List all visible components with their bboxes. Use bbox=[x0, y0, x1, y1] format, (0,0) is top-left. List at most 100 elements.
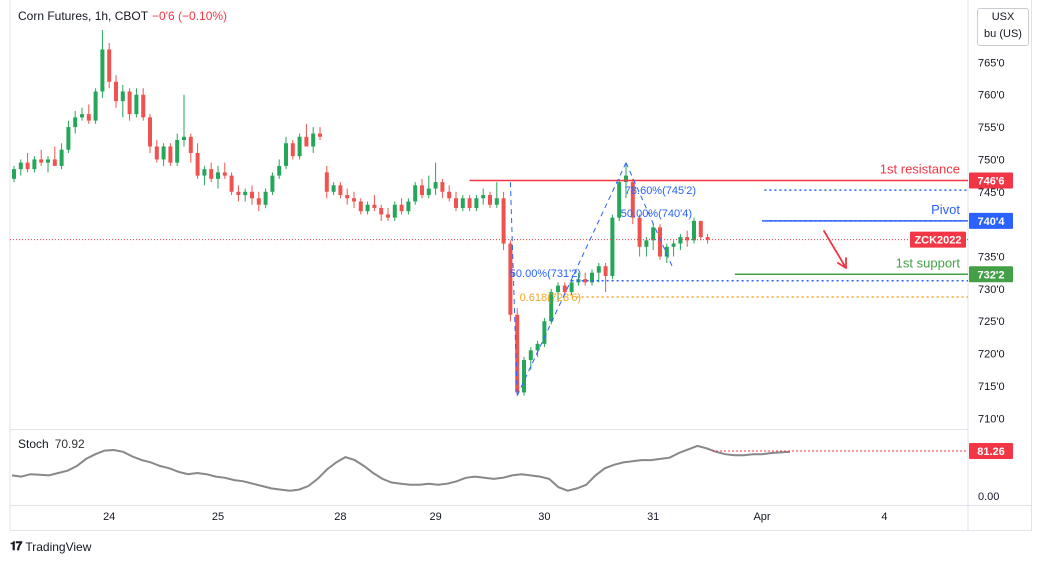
stoch-name: Stoch bbox=[18, 437, 49, 451]
symbol-title: Corn Futures, 1h, CBOT bbox=[18, 9, 149, 23]
candle-body bbox=[318, 133, 322, 137]
tradingview-brand[interactable]: 𝟏𝟕 TradingView bbox=[10, 539, 91, 554]
candle-body bbox=[141, 94, 146, 118]
price-tick-label: 745'0 bbox=[978, 187, 1005, 199]
pivot-label: Pivot bbox=[931, 202, 960, 217]
support-label: 1st support bbox=[896, 255, 961, 270]
support-price-badge-bg bbox=[969, 266, 1013, 283]
candle-body bbox=[188, 136, 193, 153]
brand-name: TradingView bbox=[25, 539, 92, 554]
support-price-badge: 732'2 bbox=[977, 269, 1004, 281]
symbol-price-badge: ZCK2022 bbox=[914, 235, 961, 247]
stoch-axis-label: 0.00 bbox=[978, 491, 999, 503]
candle-body bbox=[46, 159, 50, 163]
fib-label: 50.00%(731'2) bbox=[510, 268, 581, 280]
price-tick-label: 730'0 bbox=[978, 284, 1005, 296]
candle-body bbox=[508, 243, 513, 315]
candle-body bbox=[120, 91, 125, 102]
price-tick-label: 765'0 bbox=[978, 57, 1005, 69]
candle-body bbox=[467, 198, 472, 208]
candle-body bbox=[277, 165, 282, 176]
tradingview-logo-icon: 𝟏𝟕 bbox=[10, 539, 22, 553]
candle-body bbox=[195, 152, 200, 176]
candle-body bbox=[216, 172, 220, 179]
candle-body bbox=[243, 191, 248, 196]
candle-body bbox=[447, 191, 452, 199]
candle-body bbox=[100, 49, 105, 92]
candle-body bbox=[12, 169, 16, 179]
candle-body bbox=[345, 195, 350, 199]
candle-body bbox=[209, 169, 214, 179]
time-tick-label: Apr bbox=[753, 511, 770, 523]
price-tick-label: 720'0 bbox=[978, 349, 1005, 361]
fib-label: 0.618(728'6) bbox=[520, 292, 581, 304]
candle-body bbox=[134, 94, 139, 115]
pivot-price-badge: 740'4 bbox=[977, 216, 1005, 228]
candle-body bbox=[352, 198, 356, 202]
stoch-value: 70.92 bbox=[54, 437, 85, 451]
candle-body bbox=[379, 207, 384, 215]
candle-body bbox=[263, 191, 268, 205]
candle-body bbox=[304, 136, 309, 147]
unit-label: bu (US) bbox=[984, 28, 1022, 40]
time-tick-label: 29 bbox=[429, 511, 441, 523]
candle-body bbox=[535, 343, 540, 351]
candle-body bbox=[481, 195, 486, 199]
candle-body bbox=[66, 127, 71, 150]
resistance-price-badge-bg bbox=[969, 172, 1013, 189]
candle-body bbox=[365, 204, 370, 212]
stoch-legend[interactable]: Stoch 70.92 bbox=[18, 437, 85, 451]
candle-body bbox=[372, 204, 377, 208]
fib-label: 78.60%(745'2) bbox=[625, 185, 696, 197]
candle-body bbox=[331, 185, 336, 192]
candle-body bbox=[392, 204, 397, 218]
candle-body bbox=[32, 159, 37, 170]
candle-body bbox=[154, 146, 159, 160]
candle-body bbox=[692, 220, 696, 241]
candle-body bbox=[658, 227, 662, 257]
candle-body bbox=[80, 114, 84, 118]
time-tick-label: 4 bbox=[881, 511, 887, 523]
candle-body bbox=[501, 198, 506, 244]
currency-label: USX bbox=[991, 11, 1015, 23]
candle-body bbox=[175, 140, 180, 163]
price-tick-label: 710'0 bbox=[978, 413, 1005, 425]
candle-body bbox=[127, 91, 132, 115]
candle-body bbox=[202, 169, 207, 176]
candle-body bbox=[236, 191, 241, 196]
currency-unit-button[interactable]: USX bu (US) bbox=[977, 8, 1029, 46]
candle-body bbox=[705, 237, 710, 240]
candle-body bbox=[25, 162, 30, 170]
symbol-header: Corn Futures, 1h, CBOT −0'6 (−0.10%) bbox=[18, 9, 227, 23]
candle-body bbox=[603, 266, 608, 276]
fib-label: 50.00%(740'4) bbox=[621, 208, 692, 220]
candle-body bbox=[426, 188, 431, 196]
candle-body bbox=[107, 49, 112, 82]
stoch-level-badge: 81.26 bbox=[977, 446, 1005, 458]
candle-body bbox=[413, 185, 418, 202]
candle-body bbox=[338, 185, 343, 196]
price-tick-label: 760'0 bbox=[978, 90, 1005, 102]
candle-body bbox=[114, 81, 118, 102]
price-tick-label: 735'0 bbox=[978, 252, 1005, 264]
candle-body bbox=[168, 146, 173, 163]
downside-arrow-icon bbox=[823, 230, 847, 269]
candle-body bbox=[644, 240, 649, 247]
resistance-price-badge: 746'6 bbox=[977, 175, 1004, 187]
candle-body bbox=[420, 185, 424, 196]
time-tick-label: 28 bbox=[334, 511, 346, 523]
candle-body bbox=[610, 217, 615, 276]
candle-body bbox=[494, 198, 499, 205]
candle-body bbox=[454, 198, 458, 208]
candle-body bbox=[637, 217, 642, 247]
candle-body bbox=[297, 136, 302, 157]
candle-body bbox=[86, 114, 91, 121]
candle-body bbox=[433, 182, 438, 189]
candle-body bbox=[522, 360, 526, 393]
candle-body bbox=[256, 198, 261, 205]
candle-body bbox=[182, 136, 186, 141]
candle-body bbox=[596, 266, 601, 273]
candle-body bbox=[474, 198, 479, 208]
candle-body bbox=[358, 201, 363, 212]
